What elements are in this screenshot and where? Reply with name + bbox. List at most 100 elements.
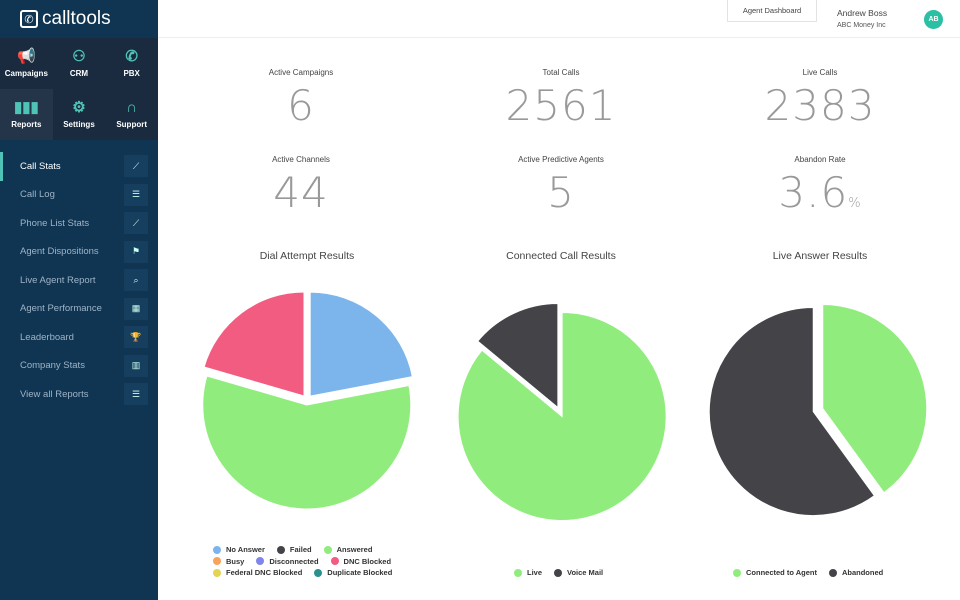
stat-value: 2383 xyxy=(764,81,876,130)
stat-label: Active Predictive Agents xyxy=(518,155,604,164)
legend-item[interactable]: Abandoned xyxy=(828,568,883,577)
chart-title: Connected Call Results xyxy=(506,250,616,262)
pie-slice-live[interactable] xyxy=(457,312,667,522)
legend-label: Live xyxy=(527,568,543,578)
search-icon: ⌕ xyxy=(124,269,148,292)
stat-value: 5 xyxy=(547,168,575,217)
legend-item[interactable]: Answered xyxy=(323,545,373,555)
phone-logo-icon: ✆ xyxy=(20,10,38,28)
pie-slice-answered[interactable] xyxy=(202,375,412,510)
nav-label: PBX xyxy=(123,69,140,78)
user-info[interactable]: Andrew Boss ABC Money Inc xyxy=(837,8,887,29)
pie-slice-dnc-blocked[interactable] xyxy=(203,291,305,397)
menu-item-agent-performance[interactable]: Agent Performance ▦ xyxy=(0,295,158,324)
nav-label: CRM xyxy=(69,69,89,78)
avatar[interactable]: AB xyxy=(924,10,943,29)
legend-dot-icon xyxy=(554,568,563,577)
menu-item-live-agent-report[interactable]: Live Agent Report ⌕ xyxy=(0,266,158,295)
stat-label: Active Channels xyxy=(272,155,330,164)
menu-item-call-stats[interactable]: Call Stats ⟋ xyxy=(0,152,158,181)
chart-title: Dial Attempt Results xyxy=(259,250,355,262)
stat-value: 2561 xyxy=(505,81,617,130)
list-icon: ☰ xyxy=(124,183,148,206)
legend-item[interactable]: Connected to Agent xyxy=(733,568,817,577)
menu-label: Call Log xyxy=(20,189,55,201)
gear-icon: ⚙ xyxy=(72,99,86,116)
legend-item[interactable]: Failed xyxy=(276,545,312,555)
legend-label: Answered xyxy=(336,545,373,555)
menu-item-agent-dispositions[interactable]: Agent Dispositions ⚑ xyxy=(0,238,158,267)
pie-slice-connected-to-agent[interactable] xyxy=(822,303,928,494)
stat-active-campaigns: Active Campaigns 6 xyxy=(171,68,431,130)
stat-active-channels: Active Channels 44 xyxy=(171,155,431,217)
stat-value: 6 xyxy=(287,81,315,130)
logo[interactable]: ✆ calltools xyxy=(0,0,158,38)
stat-live-calls: Live Calls 2383 xyxy=(690,68,950,130)
legend-item[interactable]: DNC Blocked xyxy=(330,557,391,566)
stat-label: Abandon Rate xyxy=(794,155,846,164)
legend-dot-icon xyxy=(213,557,221,566)
bar-chart-icon: ▥ xyxy=(124,354,148,377)
stat-unit: % xyxy=(848,196,862,211)
list-icon: ☰ xyxy=(124,383,148,406)
megaphone-icon: 📢 xyxy=(16,48,36,65)
legend-item[interactable]: Disconnected xyxy=(256,556,319,566)
headset-icon: ∩ xyxy=(126,99,138,116)
table-icon: ▦ xyxy=(124,297,148,320)
legend-item[interactable]: Duplicate Blocked xyxy=(314,568,392,577)
nav-campaigns[interactable]: 📢 Campaigns xyxy=(0,38,53,89)
menu-item-view-all-reports[interactable]: View all Reports ☰ xyxy=(0,380,158,409)
menu-label: Live Agent Report xyxy=(20,274,96,286)
legend-label: Voice Mail xyxy=(567,568,604,578)
menu-item-company-stats[interactable]: Company Stats ▥ xyxy=(0,352,158,381)
chart-legend: Live Voice Mail xyxy=(514,567,603,579)
reports-menu: Call Stats ⟋ Call Log ☰ Phone List Stats ⟋ Age… xyxy=(0,140,158,409)
legend-dot-icon xyxy=(733,568,741,577)
stat-label: Live Calls xyxy=(802,68,838,77)
menu-item-phone-list-stats[interactable]: Phone List Stats ⟋ xyxy=(0,209,158,238)
menu-label: Leaderboard xyxy=(20,331,74,343)
nav-settings[interactable]: ⚙ Settings xyxy=(53,89,106,140)
nav-support[interactable]: ∩ Support xyxy=(105,89,158,140)
nav-label: Reports xyxy=(11,120,42,129)
legend-dot-icon xyxy=(256,557,265,566)
pie-chart xyxy=(202,291,413,510)
legend-dot-icon xyxy=(330,557,339,566)
nav-reports[interactable]: ▮▮▮ Reports xyxy=(0,89,53,140)
stat-value: 44 xyxy=(273,168,329,217)
sidebar: ✆ calltools 📢 Campaigns ⚇ CRM ✆ PBX ▮▮▮ Reports ⚙… xyxy=(0,0,158,600)
stat-active-predictive-agents: Active Predictive Agents 5 xyxy=(431,155,691,217)
legend-dot-icon xyxy=(828,568,837,577)
legend-dot-icon xyxy=(213,545,221,554)
nav-crm[interactable]: ⚇ CRM xyxy=(53,38,106,89)
legend-item[interactable]: Voice Mail xyxy=(554,568,603,577)
legend-label: Disconnected xyxy=(269,556,319,566)
pie-slice-abandoned[interactable] xyxy=(708,307,876,517)
pie-slice-voice-mail[interactable] xyxy=(477,302,559,409)
trend-icon: ⟋ xyxy=(124,155,148,178)
menu-item-call-log[interactable]: Call Log ☰ xyxy=(0,181,158,210)
legend-label: Duplicate Blocked xyxy=(327,568,393,578)
legend-item[interactable]: Live xyxy=(514,568,542,577)
legend-label: No Answer xyxy=(226,545,265,555)
stat-label: Total Calls xyxy=(542,68,580,77)
pie-slice-no-answer[interactable] xyxy=(309,291,413,397)
agent-dashboard-button[interactable]: Agent Dashboard xyxy=(727,0,817,22)
menu-label: Agent Dispositions xyxy=(20,246,99,258)
legend-item[interactable]: Busy xyxy=(213,557,244,566)
trend-icon: ⟋ xyxy=(124,212,148,235)
chart-legend: Connected to Agent Abandoned xyxy=(733,567,883,579)
company-name: ABC Money Inc xyxy=(837,22,886,29)
menu-item-leaderboard[interactable]: Leaderboard 🏆 xyxy=(0,323,158,352)
legend-item[interactable]: Federal DNC Blocked xyxy=(213,568,302,577)
menu-label: Agent Performance xyxy=(20,303,102,315)
legend-label: Failed xyxy=(289,545,312,555)
legend-dot-icon xyxy=(314,568,323,577)
legend-label: Connected to Agent xyxy=(746,568,817,578)
nav-pbx[interactable]: ✆ PBX xyxy=(105,38,158,89)
pie-chart xyxy=(457,302,667,522)
stat-abandon-rate: Abandon Rate 3.6% xyxy=(690,155,950,217)
nav-label: Campaigns xyxy=(4,69,48,78)
brand-name: calltools xyxy=(42,8,111,29)
legend-item[interactable]: No Answer xyxy=(213,545,265,554)
